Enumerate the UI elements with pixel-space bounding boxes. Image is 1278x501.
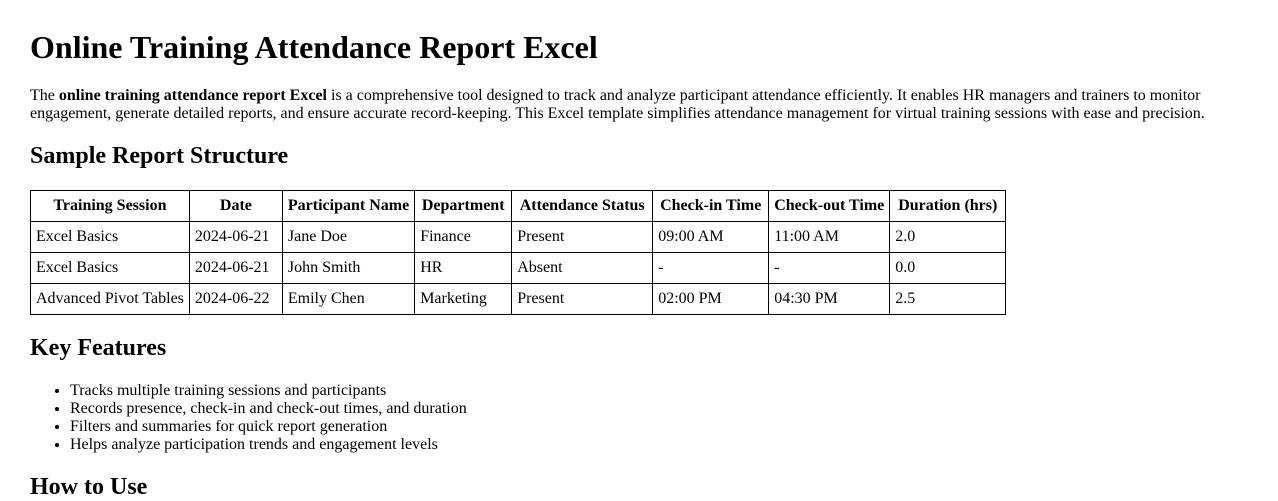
- page-title: Online Training Attendance Report Excel: [30, 29, 598, 65]
- list-item: Records presence, check-in and check-out…: [70, 400, 1248, 418]
- table-cell: Finance: [414, 221, 513, 253]
- intro-paragraph: The online training attendance report Ex…: [30, 87, 1248, 123]
- table-cell: Marketing: [414, 283, 513, 315]
- section-heading-sample-report-structure: Sample Report Structure: [30, 143, 289, 169]
- table-header-cell: Training Session: [30, 190, 190, 222]
- intro-bold-keyword: online training attendance report Excel: [58, 87, 327, 104]
- table-cell: 2024-06-21: [188, 252, 283, 284]
- intro-text-prefix: The: [30, 87, 59, 104]
- section-heading-key-features: Key Features: [30, 335, 167, 361]
- table-cell: 2.0: [889, 221, 1007, 253]
- table-header-cell: Date: [188, 190, 283, 222]
- list-item: Filters and summaries for quick report g…: [70, 418, 1248, 436]
- table-cell: Excel Basics: [30, 252, 190, 284]
- attendance-table: Training Session Date Participant Name Depa…: [30, 190, 1007, 315]
- table-row: Advanced Pivot Tables 2024-06-22 Emily Che…: [30, 283, 1007, 315]
- table-header-cell: Department: [414, 190, 513, 222]
- table-header-cell: Participant Name: [281, 190, 416, 222]
- intro-text-rest: is a comprehensive tool designed to trac…: [30, 87, 1205, 122]
- table-header-cell: Check-out Time: [768, 190, 891, 222]
- table-cell: 02:00 PM: [652, 283, 770, 315]
- table-cell: Emily Chen: [281, 283, 416, 315]
- table-cell: Excel Basics: [30, 221, 190, 253]
- table-cell: 2024-06-21: [188, 221, 283, 253]
- table-cell: 11:00 AM: [768, 221, 891, 253]
- table-header-cell: Check-in Time: [652, 190, 770, 222]
- table-row: Excel Basics 2024-06-21 Jane Doe Finance Pre…: [30, 221, 1007, 253]
- table-cell: John Smith: [281, 252, 416, 284]
- table-cell: HR: [414, 252, 513, 284]
- key-features-list: Tracks multiple training sessions and pa…: [30, 382, 1248, 454]
- table-cell: 0.0: [889, 252, 1007, 284]
- table-header-cell: Attendance Status: [511, 190, 654, 222]
- table-cell: -: [768, 252, 891, 284]
- table-cell: Advanced Pivot Tables: [30, 283, 190, 315]
- table-body: Excel Basics 2024-06-21 Jane Doe Finance Pre…: [30, 221, 1007, 315]
- table-cell: Absent: [511, 252, 654, 284]
- list-item: Helps analyze participation trends and e…: [70, 436, 1248, 454]
- table-cell: Present: [511, 221, 654, 253]
- table-cell: Jane Doe: [281, 221, 416, 253]
- list-item: Tracks multiple training sessions and pa…: [70, 382, 1248, 400]
- table-cell: 09:00 AM: [652, 221, 770, 253]
- table-cell: 2.5: [889, 283, 1007, 315]
- table-header-row: Training Session Date Participant Name Depa…: [30, 190, 1007, 222]
- table-cell: Present: [511, 283, 654, 315]
- table-row: Excel Basics 2024-06-21 John Smith HR Absent…: [30, 252, 1007, 284]
- table-header-cell: Duration (hrs): [889, 190, 1007, 222]
- table-cell: 04:30 PM: [768, 283, 891, 315]
- table-cell: -: [652, 252, 770, 284]
- table-cell: 2024-06-22: [188, 283, 283, 315]
- section-heading-how-to-use: How to Use: [30, 474, 148, 500]
